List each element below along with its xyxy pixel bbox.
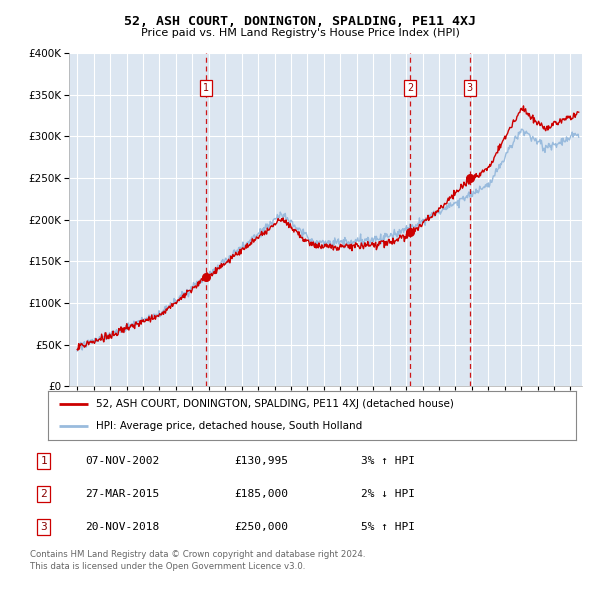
Text: 20-NOV-2018: 20-NOV-2018 (85, 522, 160, 532)
Text: 07-NOV-2002: 07-NOV-2002 (85, 456, 160, 466)
Text: 3: 3 (40, 522, 47, 532)
Text: 52, ASH COURT, DONINGTON, SPALDING, PE11 4XJ (detached house): 52, ASH COURT, DONINGTON, SPALDING, PE11… (95, 399, 454, 409)
Text: Contains HM Land Registry data © Crown copyright and database right 2024.: Contains HM Land Registry data © Crown c… (30, 550, 365, 559)
Text: 3% ↑ HPI: 3% ↑ HPI (361, 456, 415, 466)
Text: £185,000: £185,000 (234, 489, 288, 499)
Text: £130,995: £130,995 (234, 456, 288, 466)
Text: 2: 2 (40, 489, 47, 499)
Text: 2% ↓ HPI: 2% ↓ HPI (361, 489, 415, 499)
Text: 5% ↑ HPI: 5% ↑ HPI (361, 522, 415, 532)
Text: 27-MAR-2015: 27-MAR-2015 (85, 489, 160, 499)
Text: 1: 1 (203, 83, 209, 93)
Text: This data is licensed under the Open Government Licence v3.0.: This data is licensed under the Open Gov… (30, 562, 305, 571)
Text: £250,000: £250,000 (234, 522, 288, 532)
Text: 52, ASH COURT, DONINGTON, SPALDING, PE11 4XJ: 52, ASH COURT, DONINGTON, SPALDING, PE11… (124, 15, 476, 28)
Text: Price paid vs. HM Land Registry's House Price Index (HPI): Price paid vs. HM Land Registry's House … (140, 28, 460, 38)
Text: 3: 3 (467, 83, 473, 93)
Text: 2: 2 (407, 83, 413, 93)
Text: HPI: Average price, detached house, South Holland: HPI: Average price, detached house, Sout… (95, 421, 362, 431)
Text: 1: 1 (40, 456, 47, 466)
